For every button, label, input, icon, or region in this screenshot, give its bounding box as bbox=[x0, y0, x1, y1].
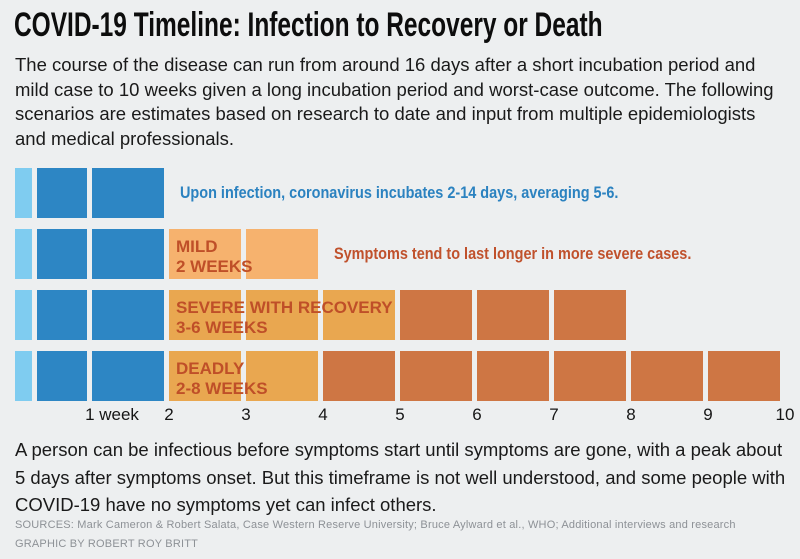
bar-label-severe-with-recovery: SEVERE WITH RECOVERY 3-6 WEEKS bbox=[176, 298, 393, 337]
axis-tick-week-4: 4 bbox=[318, 405, 328, 424]
axis-tick-week-1: 1 week bbox=[85, 405, 139, 424]
timeline-bar-cell-severe-with-recovery bbox=[323, 290, 395, 340]
axis-tick-week-9: 9 bbox=[703, 405, 713, 424]
timeline-bar-cell-incubation bbox=[92, 168, 164, 218]
timeline-chart: Upon infection, coronavirus incubates 2-… bbox=[15, 168, 795, 424]
timeline-bar-cell-deadly bbox=[246, 351, 318, 401]
axis-tick-week-5: 5 bbox=[395, 405, 405, 424]
timeline-bar-cell-deadly bbox=[323, 351, 395, 401]
timeline-bar-cell-deadly bbox=[15, 351, 32, 401]
axis-tick-week-3: 3 bbox=[241, 405, 251, 424]
timeline-bar-cell-mild bbox=[37, 229, 87, 279]
graphic-credit-text: GRAPHIC BY ROBERT ROY BRITT bbox=[15, 538, 199, 550]
timeline-bar-cell-deadly bbox=[708, 351, 780, 401]
timeline-bar-cell-mild bbox=[246, 229, 318, 279]
bar-sublabel-severe-with-recovery: 3-6 WEEKS bbox=[176, 317, 268, 337]
timeline-bar-cell-deadly bbox=[477, 351, 549, 401]
infectiousness-note-text: A person can be infectious before sympto… bbox=[15, 439, 786, 515]
axis-tick-week-10: 10 bbox=[775, 405, 795, 424]
axis-tick-week-8: 8 bbox=[626, 405, 636, 424]
timeline-bar-cell-severe-with-recovery bbox=[477, 290, 549, 340]
timeline-bar-cell-deadly bbox=[400, 351, 472, 401]
timeline-bar-cell-severe-with-recovery bbox=[554, 290, 626, 340]
bar-label-deadly: DEADLY 2-8 WEEKS bbox=[176, 359, 268, 398]
intro-text: The course of the disease can run from a… bbox=[15, 54, 774, 149]
timeline-bar-cell-severe-with-recovery bbox=[169, 290, 241, 340]
page-title: COVID-19 Timeline: Infection to Recovery… bbox=[14, 6, 603, 44]
axis-tick-week-7: 7 bbox=[549, 405, 559, 424]
timeline-bar-cell-deadly bbox=[169, 351, 241, 401]
timeline-bar-cell-deadly bbox=[554, 351, 626, 401]
timeline-bar-cell-severe-with-recovery bbox=[37, 290, 87, 340]
axis-tick-week-6: 6 bbox=[472, 405, 482, 424]
annotation-incubation: Upon infection, coronavirus incubates 2-… bbox=[180, 183, 619, 202]
sources-text: SOURCES: Mark Cameron & Robert Salata, C… bbox=[15, 519, 736, 531]
timeline-bar-cell-deadly bbox=[631, 351, 703, 401]
timeline-bar-cell-severe-with-recovery bbox=[92, 290, 164, 340]
bar-label-mild: MILD 2 WEEKS bbox=[176, 237, 253, 276]
annotation-mild: Symptoms tend to last longer in more sev… bbox=[334, 244, 692, 263]
timeline-bar-cell-mild bbox=[15, 229, 32, 279]
timeline-bar-cell-severe-with-recovery bbox=[400, 290, 472, 340]
timeline-bar-cell-severe-with-recovery bbox=[246, 290, 318, 340]
bar-sublabel-mild: 2 WEEKS bbox=[176, 256, 253, 276]
timeline-bar-cell-severe-with-recovery bbox=[15, 290, 32, 340]
timeline-bar-cell-incubation bbox=[37, 168, 87, 218]
bar-sublabel-deadly: 2-8 WEEKS bbox=[176, 378, 268, 398]
timeline-bar-cell-mild bbox=[169, 229, 241, 279]
timeline-bar-cell-deadly bbox=[92, 351, 164, 401]
timeline-bar-cell-mild bbox=[92, 229, 164, 279]
timeline-bar-cell-deadly bbox=[37, 351, 87, 401]
timeline-bar-cell-incubation bbox=[15, 168, 32, 218]
axis-tick-week-2: 2 bbox=[164, 405, 174, 424]
